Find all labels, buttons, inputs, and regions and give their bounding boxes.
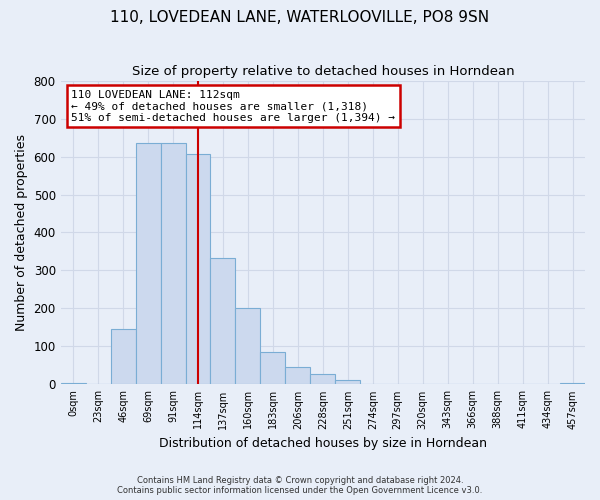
Text: 110 LOVEDEAN LANE: 112sqm
← 49% of detached houses are smaller (1,318)
51% of se: 110 LOVEDEAN LANE: 112sqm ← 49% of detac… — [71, 90, 395, 123]
Bar — [310, 374, 335, 384]
Bar — [560, 382, 585, 384]
Bar — [260, 352, 286, 384]
Text: Contains HM Land Registry data © Crown copyright and database right 2024.
Contai: Contains HM Land Registry data © Crown c… — [118, 476, 482, 495]
Bar — [110, 330, 136, 384]
Bar — [185, 154, 211, 384]
Text: 110, LOVEDEAN LANE, WATERLOOVILLE, PO8 9SN: 110, LOVEDEAN LANE, WATERLOOVILLE, PO8 9… — [110, 10, 490, 25]
Bar — [286, 366, 310, 384]
Bar — [61, 382, 86, 384]
Bar — [136, 143, 161, 384]
Bar — [161, 143, 185, 384]
Title: Size of property relative to detached houses in Horndean: Size of property relative to detached ho… — [131, 65, 514, 78]
Bar — [211, 258, 235, 384]
X-axis label: Distribution of detached houses by size in Horndean: Distribution of detached houses by size … — [159, 437, 487, 450]
Bar — [235, 308, 260, 384]
Bar — [335, 380, 360, 384]
Y-axis label: Number of detached properties: Number of detached properties — [15, 134, 28, 331]
